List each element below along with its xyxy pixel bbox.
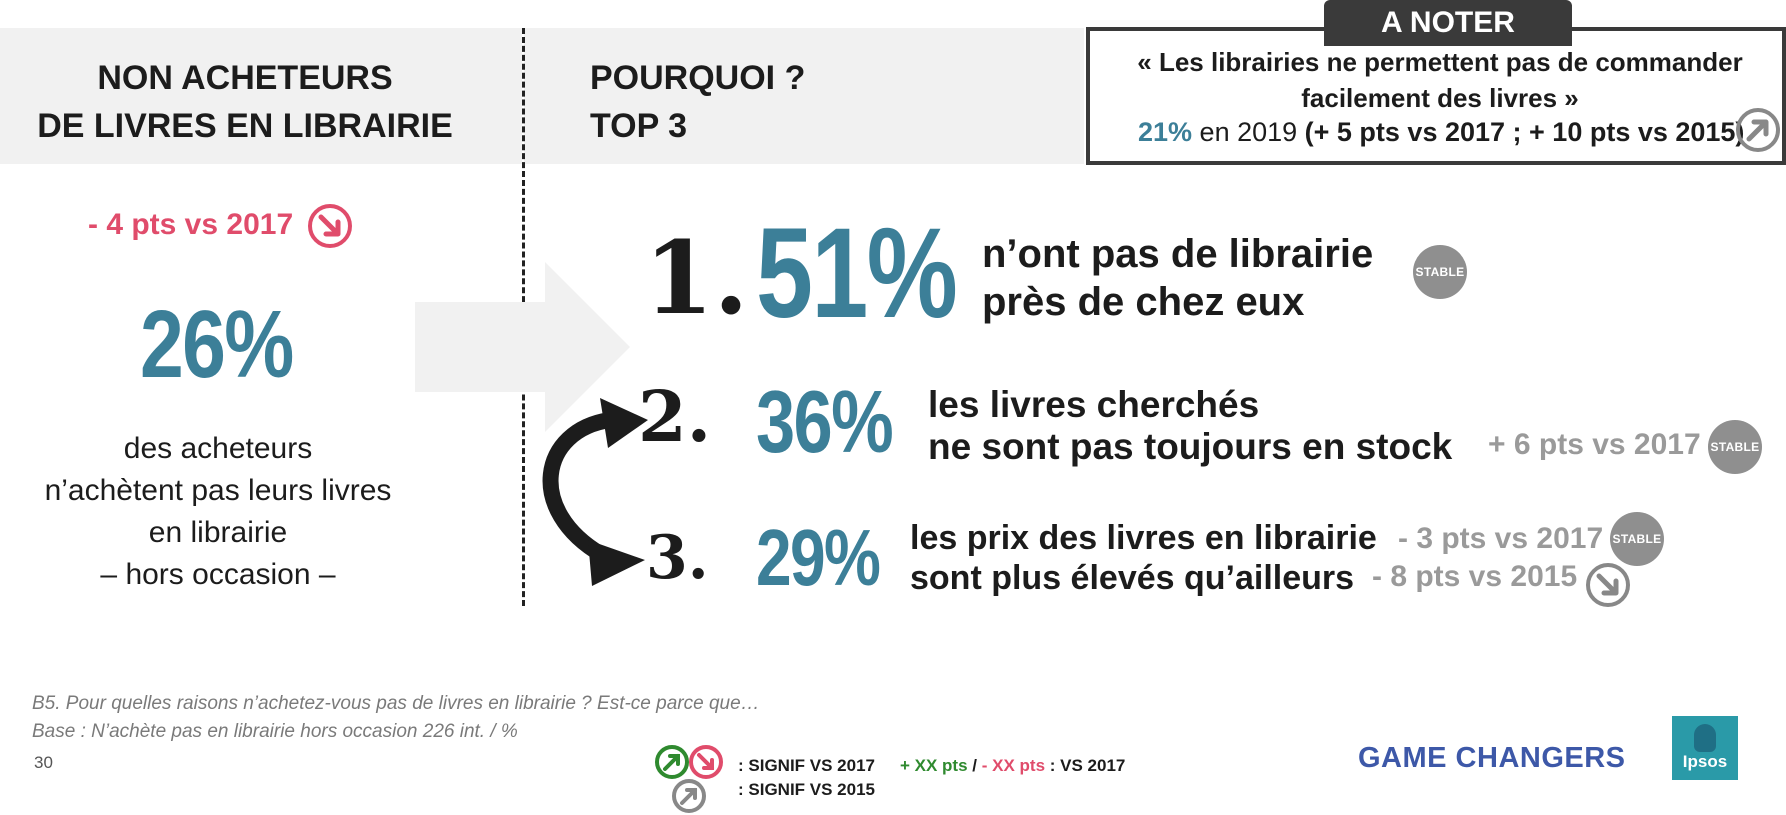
left-title-line2: DE LIVRES EN LIBRAIRIE — [37, 107, 453, 145]
item-1-pct: 51% — [756, 202, 958, 345]
item-3-rank: 3. — [646, 523, 709, 593]
footnote-base: Base : N’achète pas en librairie hors oc… — [32, 721, 518, 742]
item-2-pct: 36% — [756, 372, 894, 471]
left-desc-line4: – hors occasion – — [100, 558, 336, 591]
left-header-band — [0, 28, 522, 164]
item-3-stable-badge: STABLE — [1610, 512, 1664, 566]
note-quote-line2: facilement des livres » — [1301, 83, 1579, 113]
legend-up-green-icon — [655, 745, 689, 779]
legend-vs: : VS 2017 — [1045, 756, 1126, 775]
ipsos-logo-text: Ipsos — [1682, 752, 1728, 771]
item-3-label-line2: sont plus élevés qu’ailleurs — [910, 559, 1355, 597]
legend-up-grey-icon — [672, 779, 706, 813]
item-1-label-line2: près de chez eux — [982, 280, 1305, 324]
item-3-label: les prix des livres en librairie sont pl… — [910, 518, 1377, 598]
item-3-pct: 29% — [756, 513, 881, 602]
left-delta: - 4 pts vs 2017 — [88, 208, 294, 241]
legend-points: + XX pts / - XX pts : VS 2017 — [900, 756, 1125, 776]
note-pct: 21% — [1138, 117, 1193, 147]
left-description: des acheteurs n’achètent pas leurs livre… — [0, 428, 436, 596]
left-desc-line2: n’achètent pas leurs livres — [44, 474, 392, 507]
item-1-label: n’ont pas de librairie près de chez eux — [982, 230, 1373, 326]
legend-plus: + XX pts — [900, 756, 968, 775]
note-quote-line1: « Les librairies ne permettent pas de co… — [1137, 47, 1743, 77]
left-pct: 26% — [140, 291, 294, 398]
legend-down-red-icon — [689, 745, 723, 779]
item-2-rank: 2. — [638, 375, 712, 458]
item-2-delta: + 6 pts vs 2017 — [1488, 428, 1701, 461]
brand-game-changers: GAME CHANGERS — [1358, 742, 1626, 774]
legend-sep: / — [967, 756, 982, 775]
item-1-rank: 1. — [644, 219, 749, 337]
trend-down-icon — [1586, 563, 1630, 607]
note-tab: A NOTER — [1324, 0, 1572, 46]
item-1-label-line1: n’ont pas de librairie — [982, 232, 1374, 276]
item-3-label-line1: les prix des livres en librairie — [910, 519, 1377, 557]
left-desc-line3: en librairie — [148, 516, 288, 549]
mid-title: POURQUOI ? TOP 3 — [590, 54, 805, 150]
legend-signif-2015: : SIGNIF VS 2015 — [738, 780, 875, 799]
item-2-label-line2: ne sont pas toujours en stock — [928, 426, 1453, 467]
item-2-label-line1: les livres cherchés — [928, 384, 1260, 425]
curved-arrow-icon — [542, 398, 648, 586]
mid-header-band — [524, 28, 1084, 164]
page-number: 30 — [34, 753, 53, 772]
note-year: en 2019 — [1192, 117, 1305, 147]
note-box — [1086, 27, 1786, 165]
item-2-stable-badge: STABLE — [1708, 420, 1762, 474]
footnote: B5. Pour quelles raisons n’achetez-vous … — [32, 690, 760, 746]
ipsos-logo-mark — [1694, 724, 1716, 752]
item-2-label: les livres cherchés ne sont pas toujours… — [928, 384, 1452, 468]
ipsos-logo: Ipsos — [1672, 716, 1738, 780]
legend-minus: - XX pts — [981, 756, 1046, 775]
left-title-line1: NON ACHETEURS — [97, 59, 393, 97]
item-3-delta-2017: - 3 pts vs 2017 — [1398, 522, 1604, 555]
note-stat: 21% en 2019 (+ 5 pts vs 2017 ; + 10 pts … — [1138, 114, 1744, 150]
left-desc-line1: des acheteurs — [123, 432, 313, 465]
trend-down-icon — [308, 204, 352, 248]
mid-title-line2: TOP 3 — [590, 107, 688, 145]
note-quote: « Les librairies ne permettent pas de co… — [1100, 44, 1780, 116]
mid-title-line1: POURQUOI ? — [590, 59, 806, 97]
left-title: NON ACHETEURS DE LIVRES EN LIBRAIRIE — [0, 54, 490, 150]
legend-icons — [655, 745, 723, 813]
big-arrow-icon — [415, 262, 630, 432]
legend-signif-2017: : SIGNIF VS 2017 — [738, 756, 875, 775]
footnote-question: B5. Pour quelles raisons n’achetez-vous … — [32, 693, 760, 714]
note-delta: (+ 5 pts vs 2017 ; + 10 pts vs 2015) — [1304, 117, 1745, 147]
item-1-stable-badge: STABLE — [1413, 245, 1467, 299]
trend-up-icon — [1736, 108, 1780, 152]
item-3-delta-2015: - 8 pts vs 2015 — [1372, 560, 1578, 593]
